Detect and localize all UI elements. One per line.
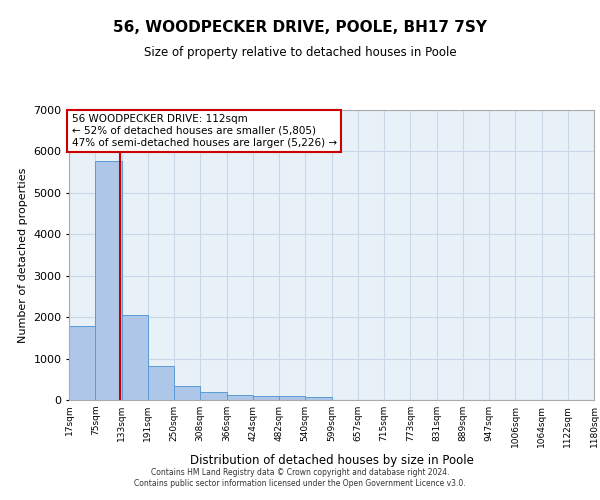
X-axis label: Distribution of detached houses by size in Poole: Distribution of detached houses by size … (190, 454, 473, 467)
Text: Contains HM Land Registry data © Crown copyright and database right 2024.
Contai: Contains HM Land Registry data © Crown c… (134, 468, 466, 487)
Text: 56, WOODPECKER DRIVE, POOLE, BH17 7SY: 56, WOODPECKER DRIVE, POOLE, BH17 7SY (113, 20, 487, 35)
Text: Size of property relative to detached houses in Poole: Size of property relative to detached ho… (143, 46, 457, 59)
Bar (305, 397, 331, 400)
Y-axis label: Number of detached properties: Number of detached properties (17, 168, 28, 342)
Bar (174, 386, 200, 400)
Bar (148, 366, 174, 400)
Bar (253, 396, 279, 400)
Text: 56 WOODPECKER DRIVE: 112sqm
← 52% of detached houses are smaller (5,805)
47% of : 56 WOODPECKER DRIVE: 112sqm ← 52% of det… (71, 114, 337, 148)
Bar (227, 395, 253, 400)
Bar (200, 392, 227, 400)
Bar (69, 326, 95, 400)
Bar (121, 314, 148, 400)
Bar (95, 160, 121, 400)
Bar (279, 396, 305, 400)
